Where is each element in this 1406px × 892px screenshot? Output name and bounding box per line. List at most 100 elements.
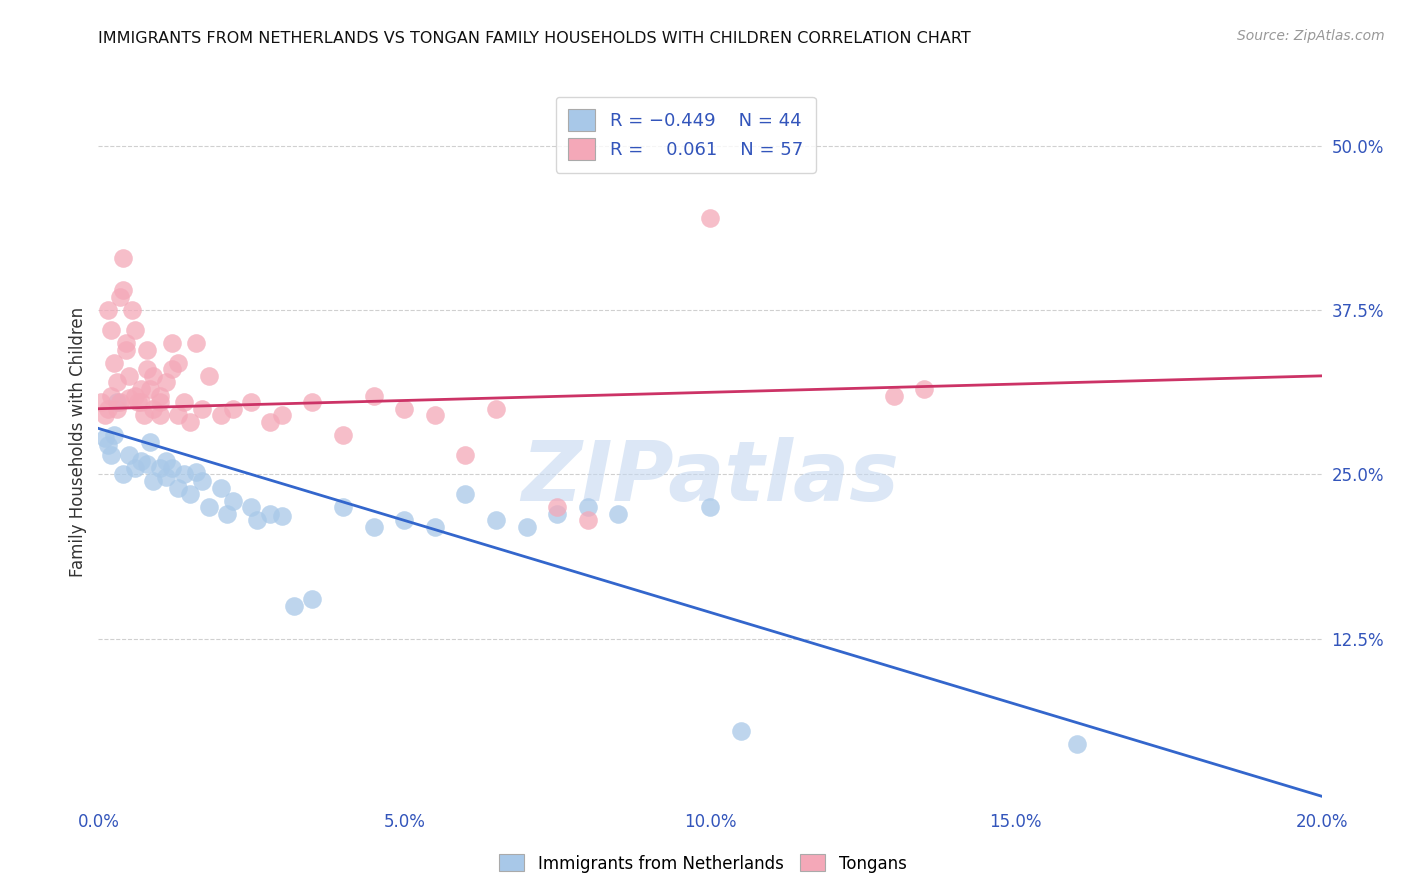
Point xyxy=(186,336,208,351)
Point xyxy=(149,409,172,423)
Point xyxy=(118,368,141,383)
Point xyxy=(149,460,172,475)
Point xyxy=(142,368,165,383)
Point xyxy=(108,395,131,409)
Point xyxy=(270,509,294,524)
Point xyxy=(576,513,599,527)
Point xyxy=(139,434,162,449)
Point xyxy=(167,356,190,370)
Point xyxy=(222,401,245,416)
Legend: Immigrants from Netherlands, Tongans: Immigrants from Netherlands, Tongans xyxy=(492,847,914,880)
Point xyxy=(240,395,263,409)
Point xyxy=(100,323,122,337)
Point xyxy=(100,388,122,402)
Point xyxy=(283,599,305,613)
Point xyxy=(97,303,120,318)
Point xyxy=(160,362,183,376)
Point xyxy=(149,388,172,402)
Point xyxy=(699,500,721,515)
Point xyxy=(259,415,281,429)
Point xyxy=(883,388,905,402)
Point xyxy=(136,362,159,376)
Point xyxy=(124,323,146,337)
Point xyxy=(301,395,323,409)
Point xyxy=(423,520,446,534)
Point xyxy=(108,290,131,304)
Point xyxy=(93,409,115,423)
Legend: R = −0.449    N = 44, R =    0.061    N = 57: R = −0.449 N = 44, R = 0.061 N = 57 xyxy=(555,96,815,173)
Point xyxy=(730,723,752,738)
Point xyxy=(392,513,416,527)
Point xyxy=(103,428,125,442)
Point xyxy=(209,481,232,495)
Point xyxy=(215,507,238,521)
Point xyxy=(191,401,214,416)
Point xyxy=(454,448,477,462)
Point xyxy=(105,395,128,409)
Point xyxy=(167,409,190,423)
Point xyxy=(186,465,208,479)
Point xyxy=(485,401,508,416)
Point xyxy=(142,474,165,488)
Point xyxy=(124,388,146,402)
Point xyxy=(546,507,568,521)
Point xyxy=(301,592,323,607)
Point xyxy=(115,336,138,351)
Point xyxy=(423,409,446,423)
Point xyxy=(1066,737,1088,751)
Point xyxy=(332,500,354,515)
Point xyxy=(111,467,134,482)
Point xyxy=(332,428,354,442)
Point xyxy=(160,336,183,351)
Point xyxy=(155,376,177,390)
Point xyxy=(129,382,152,396)
Point xyxy=(270,409,294,423)
Point xyxy=(209,409,232,423)
Point xyxy=(516,520,538,534)
Point xyxy=(392,401,416,416)
Point xyxy=(111,284,134,298)
Text: IMMIGRANTS FROM NETHERLANDS VS TONGAN FAMILY HOUSEHOLDS WITH CHILDREN CORRELATIO: IMMIGRANTS FROM NETHERLANDS VS TONGAN FA… xyxy=(98,31,972,46)
Point xyxy=(97,438,120,452)
Point xyxy=(197,500,219,515)
Point xyxy=(259,507,281,521)
Point xyxy=(546,500,568,515)
Point xyxy=(155,470,177,484)
Point xyxy=(93,431,115,445)
Point xyxy=(115,343,138,357)
Point xyxy=(105,376,128,390)
Point xyxy=(222,493,245,508)
Point xyxy=(111,251,134,265)
Point xyxy=(100,448,122,462)
Point xyxy=(485,513,508,527)
Point xyxy=(105,401,128,416)
Point xyxy=(90,395,112,409)
Point xyxy=(179,487,201,501)
Point xyxy=(136,343,159,357)
Point xyxy=(576,500,599,515)
Point xyxy=(607,507,630,521)
Point xyxy=(134,409,156,423)
Point xyxy=(454,487,477,501)
Point xyxy=(167,481,190,495)
Point xyxy=(363,520,385,534)
Point xyxy=(246,513,269,527)
Point xyxy=(129,395,152,409)
Point xyxy=(197,368,219,383)
Point xyxy=(139,382,162,396)
Point xyxy=(124,460,146,475)
Text: ZIPatlas: ZIPatlas xyxy=(522,437,898,518)
Y-axis label: Family Households with Children: Family Households with Children xyxy=(69,307,87,576)
Point xyxy=(160,460,183,475)
Text: Source: ZipAtlas.com: Source: ZipAtlas.com xyxy=(1237,29,1385,43)
Point xyxy=(136,457,159,471)
Point xyxy=(118,448,141,462)
Point xyxy=(121,303,143,318)
Point xyxy=(173,467,195,482)
Point xyxy=(912,382,935,396)
Point xyxy=(173,395,195,409)
Point xyxy=(240,500,263,515)
Point xyxy=(699,211,721,226)
Point xyxy=(142,401,165,416)
Point xyxy=(97,401,120,416)
